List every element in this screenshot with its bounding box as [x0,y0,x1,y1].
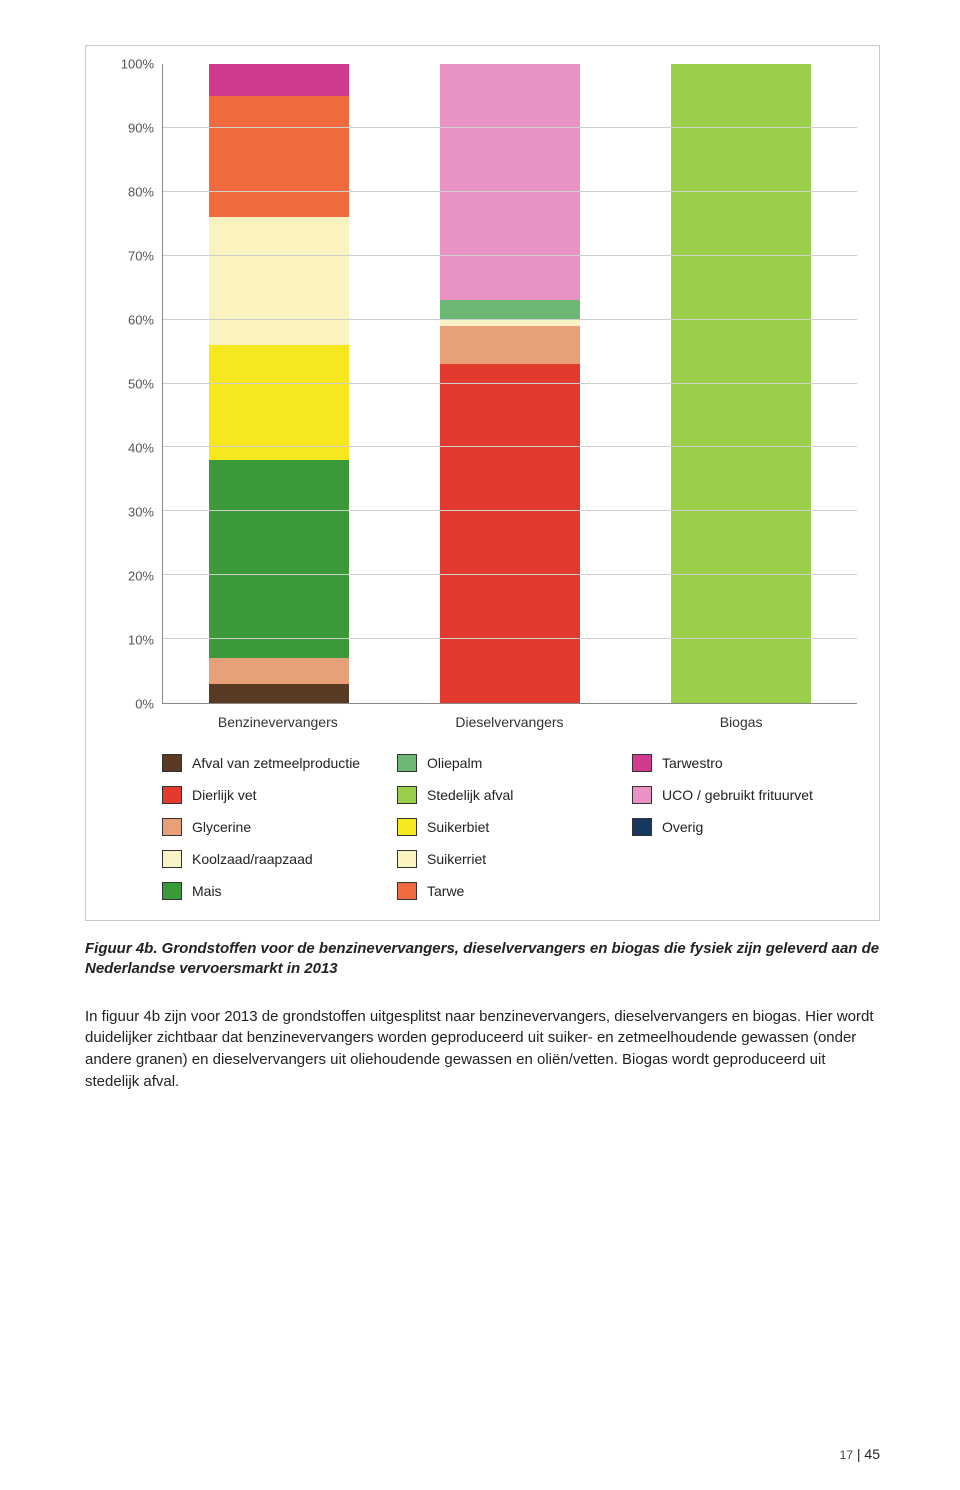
legend-swatch [397,786,417,804]
legend-item-overig: Overig [632,818,857,836]
legend-item-suikerriet: Suikerriet [397,850,622,868]
legend-label: Tarwestro [662,755,723,771]
page-footer: 17 | 45 [840,1446,880,1462]
x-axis-labels: Benzinevervangers Dieselvervangers Biogas [162,714,857,730]
caption-text: Grondstoffen voor de benzinevervangers, … [85,940,879,977]
y-tick-label: 40% [128,441,154,456]
legend-item-koolzaad_raapzaad: Koolzaad/raapzaad [162,850,387,868]
segment-oliepalm [440,300,580,319]
segment-afval_van_zetmeelproductie [209,684,349,703]
legend-label: Mais [192,883,222,899]
legend-item-tarwe: Tarwe [397,882,622,900]
bars-row [163,64,857,703]
y-tick-label: 90% [128,121,154,136]
body-paragraph: In figuur 4b zijn voor 2013 de grondstof… [85,1006,880,1093]
legend-label: Stedelijk afval [427,787,513,803]
caption-lead: Figuur 4b. [85,940,158,957]
legend-label: Dierlijk vet [192,787,257,803]
legend-item-glycerine: Glycerine [162,818,387,836]
legend-label: Tarwe [427,883,464,899]
legend-label: Overig [662,819,703,835]
gridline [163,127,857,128]
bar-biogas [671,64,811,703]
legend-item-dierlijk_vet: Dierlijk vet [162,786,387,804]
legend-label: Oliepalm [427,755,482,771]
x-label: Biogas [671,714,811,730]
chart-area: 0%10%20%30%40%50%60%70%80%90%100% [108,64,857,704]
footer-page-small: 17 [840,1448,853,1462]
legend-label: Suikerriet [427,851,486,867]
y-tick-label: 100% [121,57,154,72]
y-tick-label: 10% [128,633,154,648]
legend-swatch [162,754,182,772]
legend-item-tarwestro: Tarwestro [632,754,857,772]
legend-swatch [632,786,652,804]
gridline [163,255,857,256]
gridline [163,510,857,511]
y-tick-label: 80% [128,185,154,200]
segment-tarwe [209,96,349,217]
legend-item-suikerbiet: Suikerbiet [397,818,622,836]
y-axis: 0%10%20%30%40%50%60%70%80%90%100% [108,64,162,704]
y-tick-label: 20% [128,569,154,584]
legend-label: Afval van zetmeelproductie [192,755,360,771]
legend-label: Koolzaad/raapzaad [192,851,313,867]
y-tick-label: 60% [128,313,154,328]
legend-swatch [397,882,417,900]
x-label: Dieselvervangers [439,714,579,730]
legend-item-uco_frituurvet: UCO / gebruikt frituurvet [632,786,857,804]
segment-suikerbiet [209,345,349,460]
page: 0% 10% 20% 30% 40% 50% 60% 70% 80% 90% 100% Benzin… [0,0,960,1490]
plot-area [162,64,857,704]
legend-swatch [397,850,417,868]
segment-uco_frituurvet [440,64,580,300]
gridline [163,319,857,320]
y-tick-label: 70% [128,249,154,264]
legend-swatch [397,754,417,772]
bar-benzinevervangers [209,64,349,703]
legend-swatch [162,882,182,900]
segment-tarwestro [209,64,349,96]
legend-label: Suikerbiet [427,819,489,835]
legend-label: UCO / gebruikt frituurvet [662,787,813,803]
legend-swatch [162,818,182,836]
gridline [163,191,857,192]
legend-swatch [632,818,652,836]
y-tick-label: 30% [128,505,154,520]
y-tick-label: 50% [128,377,154,392]
y-tick-label: 0% [135,697,154,712]
footer-sep: | [853,1446,864,1462]
segment-stedelijk_afval [671,64,811,703]
gridline [163,383,857,384]
segment-suikerriet [209,217,349,345]
bar-dieselvervangers [440,64,580,703]
legend: Afval van zetmeelproductie Oliepalm Tarwes… [162,754,857,900]
gridline [163,446,857,447]
legend-swatch [632,754,652,772]
segment-glycerine [440,326,580,364]
legend-label: Glycerine [192,819,251,835]
figure-box: 0% 10% 20% 30% 40% 50% 60% 70% 80% 90% 100% Benzin… [85,45,880,921]
legend-empty [632,850,857,868]
legend-empty [632,882,857,900]
legend-swatch [162,850,182,868]
x-label: Benzinevervangers [208,714,348,730]
legend-item-mais: Mais [162,882,387,900]
segment-dierlijk_vet [440,364,580,703]
figure-caption: Figuur 4b. Grondstoffen voor de benzinev… [85,939,880,980]
legend-swatch [397,818,417,836]
segment-mais [209,460,349,658]
gridline [163,638,857,639]
legend-item-oliepalm: Oliepalm [397,754,622,772]
gridline [163,574,857,575]
legend-item-afval_van_zetmeelproductie: Afval van zetmeelproductie [162,754,387,772]
footer-page-large: 45 [864,1446,880,1462]
legend-item-stedelijk_afval: Stedelijk afval [397,786,622,804]
legend-swatch [162,786,182,804]
segment-glycerine [209,658,349,684]
